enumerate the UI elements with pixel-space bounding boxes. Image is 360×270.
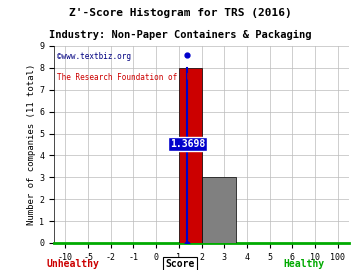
Text: 1.3698: 1.3698 xyxy=(170,139,205,150)
Text: The Research Foundation of SUNY: The Research Foundation of SUNY xyxy=(57,73,200,83)
Bar xyxy=(202,177,236,243)
Text: Unhealthy: Unhealthy xyxy=(47,259,100,269)
Text: Z'-Score Histogram for TRS (2016): Z'-Score Histogram for TRS (2016) xyxy=(69,8,291,18)
Y-axis label: Number of companies (11 total): Number of companies (11 total) xyxy=(27,64,36,225)
Text: Score: Score xyxy=(165,259,195,269)
Bar xyxy=(179,68,202,243)
Text: Industry: Non-Paper Containers & Packaging: Industry: Non-Paper Containers & Packagi… xyxy=(49,30,311,40)
Text: Healthy: Healthy xyxy=(283,259,324,269)
Text: ©www.textbiz.org: ©www.textbiz.org xyxy=(57,52,131,61)
